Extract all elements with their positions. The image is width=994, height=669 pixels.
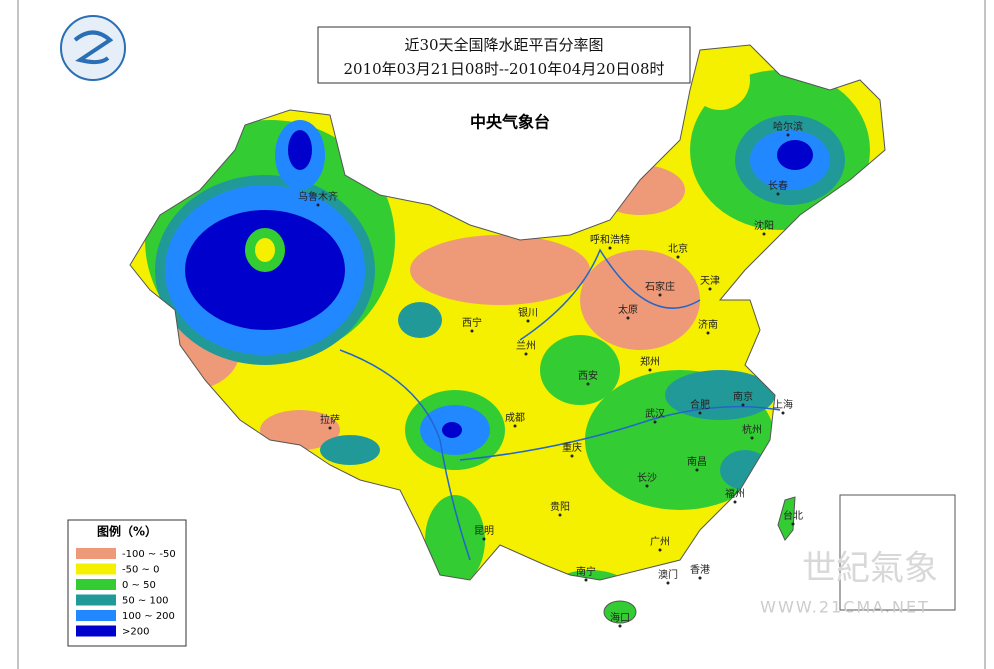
city-dot [586,382,590,386]
city-dot [776,192,780,196]
city-label: 石家庄 [645,280,675,293]
legend-swatch [76,548,116,559]
city-dot [626,316,630,320]
river [339,349,471,561]
city-dot [526,319,530,323]
logo [60,15,126,81]
city-label: 郑州 [640,355,660,368]
city-label: 南昌 [687,455,707,468]
city-dot [645,484,649,488]
city-dot [653,420,657,424]
city-label: 昆明 [474,525,494,537]
city-dot [482,537,486,541]
city-dot [584,578,588,582]
city-dot [524,352,528,356]
title-box [317,26,691,84]
city-label: 长春 [768,180,788,192]
city-dot [558,513,562,517]
city-dot [608,246,612,250]
city-dot [676,255,680,259]
city-dot [791,522,795,526]
city-dot [698,411,702,415]
city-dot [786,133,790,137]
city-dot [618,624,622,628]
city-label: 武汉 [645,407,665,420]
city-dot [708,287,712,291]
city-dot [328,426,332,430]
watermark-brand: 世紀氣象 [802,549,938,589]
city-label: 哈尔滨 [773,120,803,133]
city-label: 兰州 [516,339,536,352]
city-dot [666,581,670,585]
city-label: 太原 [618,303,638,316]
city-dot [658,548,662,552]
city-label: 沈阳 [754,219,774,232]
city-label: 长沙 [637,472,657,484]
city-dot [781,411,785,415]
legend-swatch [76,625,116,637]
city-label: 乌鲁木齐 [298,190,338,203]
legend-label: >200 [122,627,149,638]
period: 2010年03月21日08时--2010年04月20日08时 [343,60,664,78]
legend-label: -100 ~ -50 [122,549,176,560]
logo-mark [73,30,114,65]
city-label: 银川 [518,306,538,319]
city-dot [316,203,320,207]
river [459,405,781,461]
legend-label: 50 ~ 100 [122,596,169,607]
hainan [603,600,637,624]
city-dot [658,293,662,297]
title: 近30天全国降水距平百分率图 [404,36,603,54]
legend-swatch [76,610,116,621]
city-label: 澳门 [658,568,678,581]
city-dot [750,436,754,440]
agency: 中央气象台 [470,113,550,132]
city-label: 南宁 [576,565,596,578]
city-label: 南京 [733,390,753,403]
south-sea-inset [839,494,956,611]
city-dot [741,403,745,407]
city-dot [733,500,737,504]
city-dot [513,424,517,428]
city-label: 成都 [505,412,525,424]
city-label: 上海 [773,398,793,411]
city-label: 西安 [578,369,598,382]
city-dot [695,468,699,472]
watermark-url: WWW.21CMA.NET [760,598,930,617]
city-dot [762,232,766,236]
city-dot [470,329,474,333]
legend-swatch [76,563,116,575]
city-dot [698,576,702,580]
city-label: 贵阳 [550,500,570,513]
city-label: 台北 [783,509,803,522]
city-label: 合肥 [690,398,710,411]
city-label: 香港 [690,564,710,576]
city-label: 呼和浩特 [590,234,630,246]
city-label: 海口 [610,611,630,624]
legend-label: 100 ~ 200 [122,611,175,622]
city-dot [570,454,574,458]
legend-title: 图例（%） [97,524,157,539]
city-dot [706,331,710,335]
city-label: 广州 [650,536,670,548]
city-label: 济南 [698,318,718,331]
river [519,248,701,341]
city-label: 杭州 [742,423,762,436]
city-label: 西宁 [462,316,482,329]
legend-label: -50 ~ 0 [122,565,159,576]
city-label: 重庆 [562,441,582,454]
city-label: 拉萨 [320,413,340,426]
city-dot [648,368,652,372]
legend-swatch [76,579,116,590]
legend-label: 0 ~ 50 [122,580,156,591]
city-label: 天津 [700,275,720,287]
taiwan [777,496,796,541]
city-label: 北京 [668,242,688,255]
legend-swatch [76,594,116,606]
city-label: 福州 [725,487,745,500]
